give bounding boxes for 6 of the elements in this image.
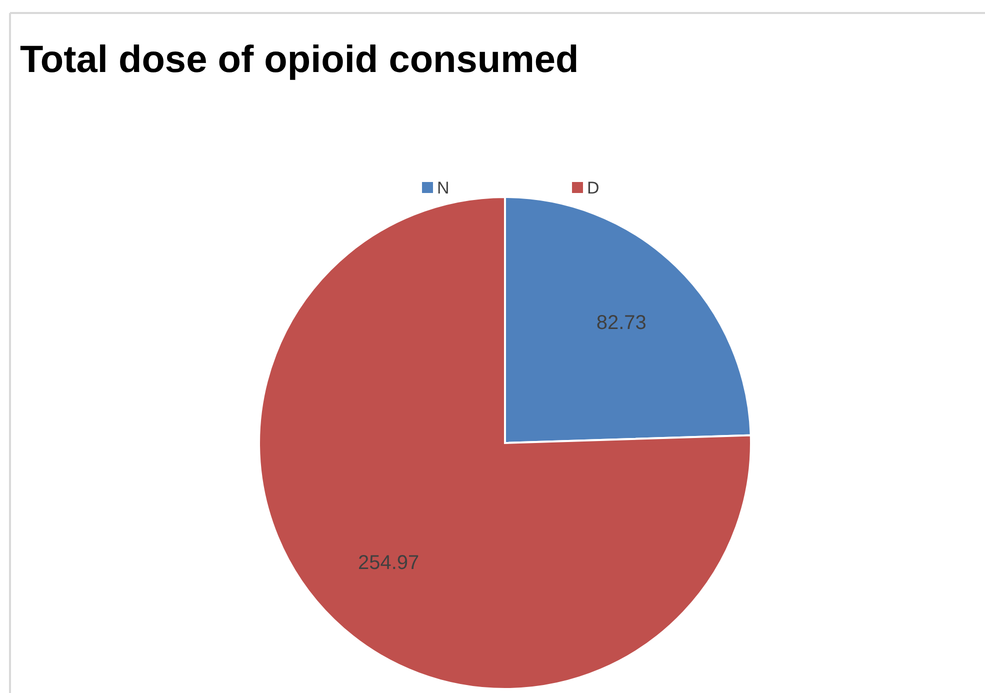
legend-label: N: [437, 178, 450, 198]
legend-label: D: [587, 178, 600, 198]
pie-slice: [258, 196, 752, 690]
data-label: 254.97: [358, 552, 420, 574]
data-label: 82.73: [596, 312, 646, 334]
chart-title: Total dose of opioid consumed: [20, 39, 579, 81]
